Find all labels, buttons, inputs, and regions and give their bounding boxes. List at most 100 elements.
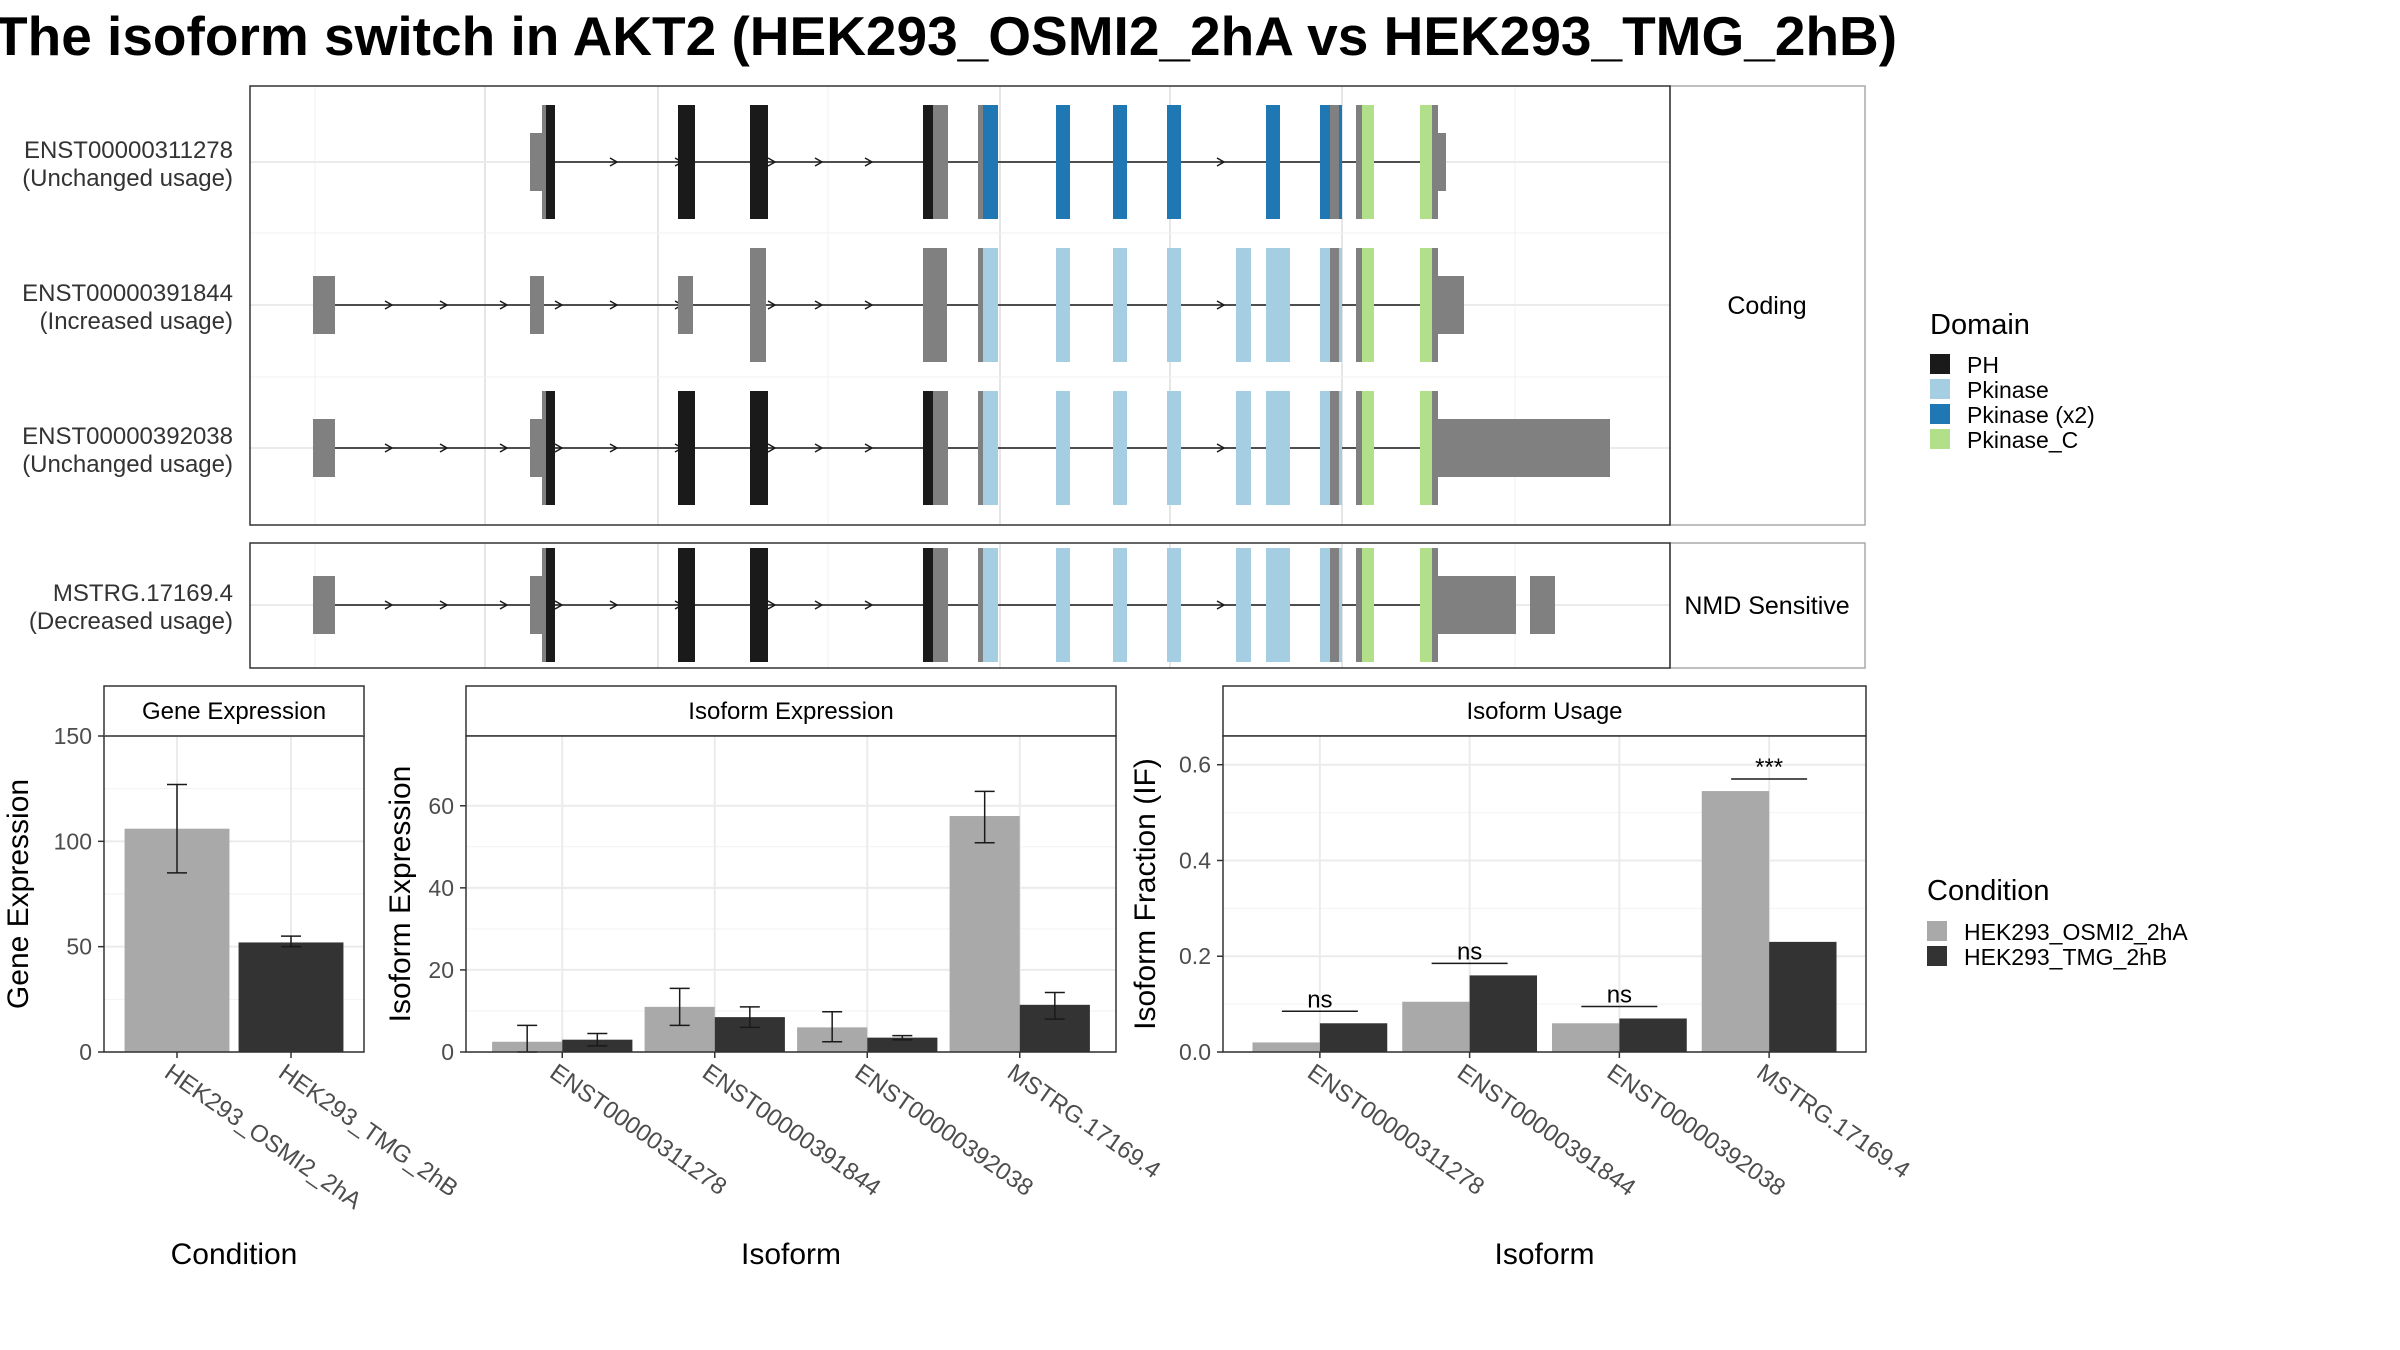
legend-label-pkinase-x2: Pkinase (x2)	[1967, 402, 2095, 428]
intron-arrow	[1216, 600, 1226, 610]
exon	[313, 276, 335, 334]
domain-block	[1056, 105, 1070, 219]
legend-swatch-pkinase-x2	[1930, 404, 1950, 424]
x-tick-label: HEK293_TMG_2hB	[274, 1059, 463, 1203]
exon	[1330, 105, 1339, 219]
facet-label: NMD Sensitive	[1684, 592, 1849, 620]
figure-title: The isoform switch in AKT2 (HEK293_OSMI2…	[0, 5, 1897, 67]
intron-arrow	[609, 600, 619, 610]
intron-arrow	[554, 300, 564, 310]
intron-arrow	[814, 443, 824, 453]
domain-block	[1362, 548, 1374, 662]
domain-block	[1167, 548, 1181, 662]
domain-block	[1113, 248, 1127, 362]
bar-charts: Gene Expression 0 50 100 150 HEK293_OSMI2_2hA…	[2, 685, 1915, 1271]
domain-block	[678, 391, 695, 505]
bar	[1619, 1018, 1687, 1052]
legend-swatch-pkinase-c	[1930, 429, 1950, 449]
intron-arrow	[554, 443, 564, 453]
domain-block	[1320, 105, 1332, 219]
domain-block	[1420, 105, 1432, 219]
y-tick-label: 60	[428, 793, 454, 819]
intron-arrow	[439, 600, 449, 610]
panel-title: Gene Expression	[142, 698, 326, 725]
legend-swatch-ph	[1930, 354, 1950, 374]
intron-arrow	[609, 300, 619, 310]
domain-block	[750, 548, 768, 662]
domain-block	[1167, 105, 1181, 219]
y-axis-title: Gene Expression	[2, 779, 35, 1009]
intron-arrow	[384, 600, 394, 610]
domain-block	[1268, 391, 1290, 505]
bar	[1551, 1023, 1620, 1052]
legend-label-pkinase: Pkinase	[1967, 377, 2049, 403]
intron-arrow	[499, 300, 509, 310]
legend-swatch-pkinase	[1930, 379, 1950, 399]
exon	[1432, 248, 1438, 362]
bar	[1469, 975, 1538, 1052]
domain-block	[1362, 391, 1374, 505]
transcript-status-label: (Decreased usage)	[29, 608, 233, 635]
exon	[1432, 391, 1438, 505]
transcript-id-label: ENST00000392038	[22, 423, 233, 450]
intron-arrow	[1216, 443, 1226, 453]
bar	[238, 942, 344, 1052]
domain-block	[678, 548, 695, 662]
domain-block	[678, 105, 695, 219]
transcript-id-label: MSTRG.17169.4	[53, 580, 233, 607]
facet-strip	[1669, 85, 1866, 526]
panel-title: Isoform Expression	[688, 698, 893, 725]
domain-block	[983, 548, 998, 662]
domain-block	[1056, 248, 1070, 362]
panel-border	[1222, 735, 1867, 1053]
domain-block	[1113, 105, 1127, 219]
intron-arrow	[864, 600, 874, 610]
domain-block	[1362, 248, 1374, 362]
bar	[1769, 941, 1837, 1052]
exon	[530, 419, 544, 477]
x-tick-label: MSTRG.17169.4	[1002, 1059, 1165, 1184]
domain-block	[1266, 105, 1280, 219]
intron-arrow	[439, 300, 449, 310]
domain-legend-title: Domain	[1930, 309, 2030, 341]
domain-block	[923, 391, 933, 505]
domain-block	[1320, 391, 1332, 505]
domain-block	[1236, 248, 1251, 362]
legend-label-ph: PH	[1967, 352, 1999, 378]
domain-block	[750, 105, 768, 219]
y-tick-label: 100	[54, 828, 92, 854]
x-axis-title: Isoform	[1494, 1238, 1594, 1271]
y-tick-label: 20	[428, 957, 454, 983]
legend-swatch-tmg	[1927, 946, 1947, 966]
intron-arrow	[384, 300, 394, 310]
exon	[933, 391, 948, 505]
intron-arrow	[767, 157, 777, 167]
exon	[313, 576, 335, 634]
domain-block	[1420, 248, 1432, 362]
exon	[1438, 133, 1446, 191]
exon	[978, 548, 986, 662]
bar	[1252, 1042, 1320, 1052]
x-axis-title: Condition	[171, 1238, 298, 1271]
domain-legend: Domain PH Pkinase Pkinase (x2) Pkinase_C	[1930, 309, 2095, 453]
domain-block	[923, 548, 933, 662]
transcript-status-label: (Unchanged usage)	[22, 165, 233, 192]
domain-block	[983, 105, 998, 219]
intron-arrow	[864, 157, 874, 167]
domain-block	[1420, 391, 1432, 505]
x-axis-title: Isoform	[741, 1238, 841, 1271]
intron-arrow	[864, 443, 874, 453]
transcript-id-label: ENST00000391844	[22, 280, 233, 307]
exon	[530, 276, 544, 334]
intron-arrow	[499, 600, 509, 610]
exon	[530, 576, 544, 634]
y-tick-label: 0.0	[1179, 1039, 1211, 1065]
panel-border	[465, 735, 1117, 1053]
condition-legend-title: Condition	[1927, 875, 2050, 907]
exon	[1432, 548, 1438, 662]
transcript-status-label: (Unchanged usage)	[22, 451, 233, 478]
y-axis-title: Isoform Fraction (IF)	[1129, 758, 1162, 1030]
domain-block	[923, 105, 933, 219]
